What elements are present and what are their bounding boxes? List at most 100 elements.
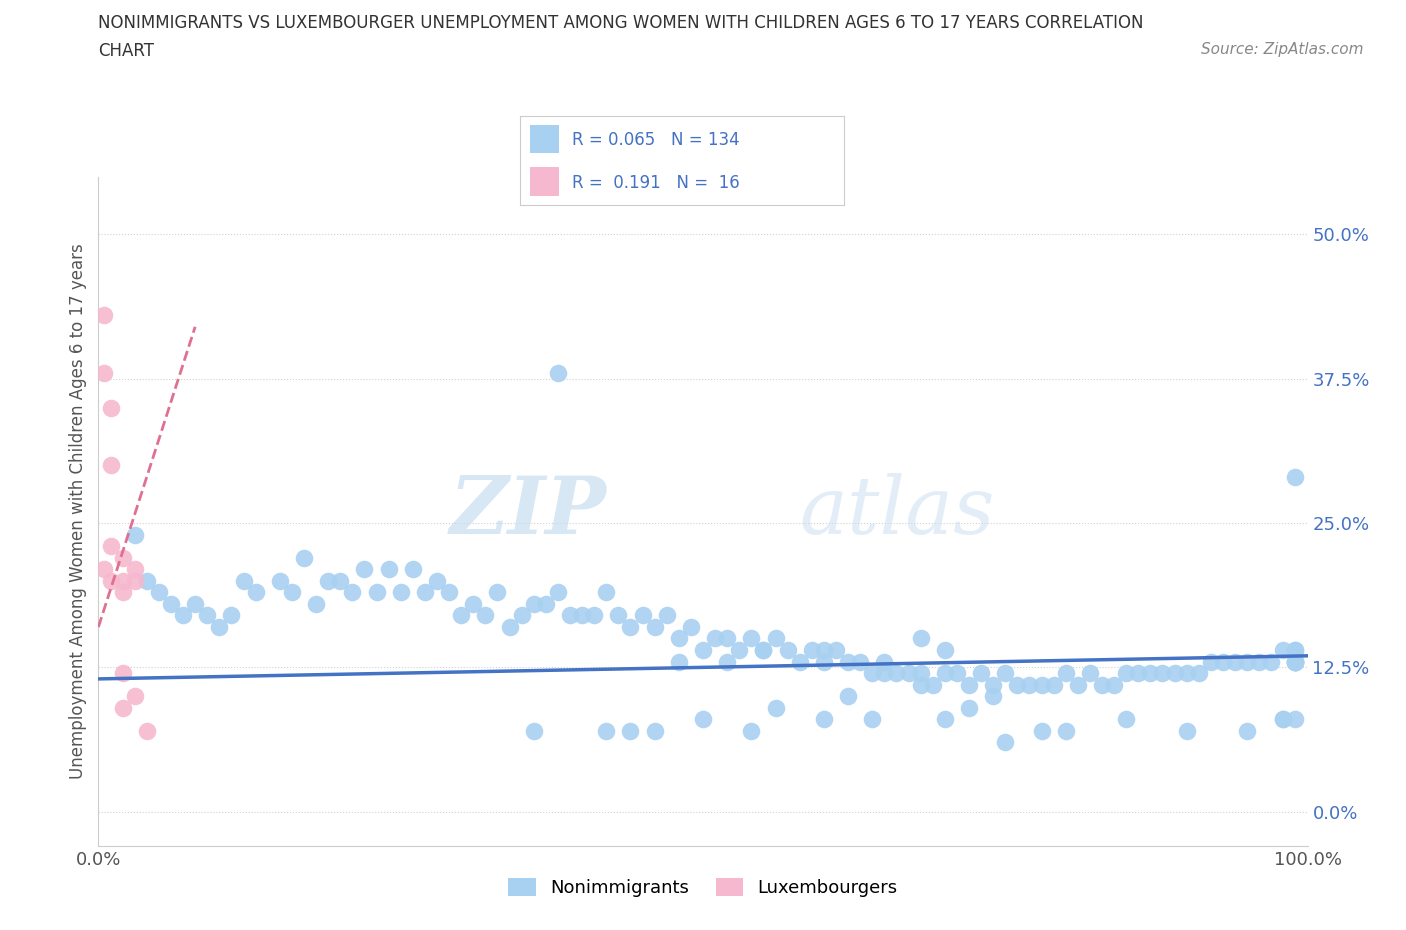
Point bbox=[692, 643, 714, 658]
Point bbox=[789, 654, 811, 669]
Point bbox=[1249, 654, 1271, 669]
Point bbox=[981, 689, 1004, 704]
Point bbox=[1272, 711, 1295, 726]
Point bbox=[1128, 666, 1150, 681]
Point bbox=[934, 711, 956, 726]
Point bbox=[353, 562, 375, 577]
Point bbox=[93, 562, 115, 577]
Point bbox=[921, 677, 943, 692]
Text: atlas: atlas bbox=[800, 472, 995, 551]
Point bbox=[1212, 654, 1234, 669]
Point bbox=[100, 458, 122, 472]
Point bbox=[1260, 654, 1282, 669]
Point bbox=[644, 619, 666, 634]
Point bbox=[1272, 643, 1295, 658]
Point bbox=[740, 724, 762, 738]
Point bbox=[1284, 654, 1306, 669]
Point bbox=[631, 608, 654, 623]
Point bbox=[316, 573, 339, 588]
Point bbox=[765, 700, 787, 715]
Point bbox=[366, 585, 388, 600]
Point bbox=[93, 308, 115, 323]
Point bbox=[463, 596, 485, 611]
Point bbox=[377, 562, 399, 577]
Point bbox=[1115, 666, 1137, 681]
Point bbox=[111, 551, 134, 565]
Point bbox=[111, 573, 134, 588]
Point bbox=[1175, 724, 1198, 738]
Point bbox=[813, 654, 835, 669]
Point bbox=[111, 666, 134, 681]
Point bbox=[957, 700, 980, 715]
Point bbox=[184, 596, 207, 611]
Point bbox=[752, 643, 775, 658]
Point bbox=[1236, 724, 1258, 738]
Point bbox=[619, 724, 641, 738]
Text: R = 0.065   N = 134: R = 0.065 N = 134 bbox=[572, 131, 740, 149]
Point bbox=[523, 724, 546, 738]
Point bbox=[1018, 677, 1040, 692]
Point bbox=[148, 585, 170, 600]
Point bbox=[860, 666, 883, 681]
Point bbox=[195, 608, 218, 623]
Point bbox=[389, 585, 412, 600]
Point bbox=[837, 654, 859, 669]
Point bbox=[135, 724, 157, 738]
Point bbox=[716, 631, 738, 646]
Point bbox=[910, 631, 932, 646]
Point bbox=[619, 619, 641, 634]
Legend: Nonimmigrants, Luxembourgers: Nonimmigrants, Luxembourgers bbox=[501, 871, 905, 904]
Point bbox=[1284, 654, 1306, 669]
Point bbox=[1223, 654, 1246, 669]
Text: CHART: CHART bbox=[98, 42, 155, 60]
Point bbox=[655, 608, 678, 623]
Point bbox=[124, 689, 146, 704]
Point bbox=[124, 527, 146, 542]
Point bbox=[486, 585, 509, 600]
Point bbox=[1199, 654, 1222, 669]
Point bbox=[934, 643, 956, 658]
Point bbox=[221, 608, 243, 623]
Point bbox=[124, 573, 146, 588]
Point bbox=[124, 562, 146, 577]
Point bbox=[1031, 677, 1053, 692]
Point bbox=[281, 585, 304, 600]
Point bbox=[1091, 677, 1114, 692]
Point bbox=[292, 551, 315, 565]
Point bbox=[800, 643, 823, 658]
Point bbox=[1284, 711, 1306, 726]
Point bbox=[873, 654, 896, 669]
Point bbox=[172, 608, 194, 623]
Point bbox=[1175, 666, 1198, 681]
Point bbox=[910, 666, 932, 681]
Point bbox=[342, 585, 364, 600]
Point bbox=[860, 711, 883, 726]
Point bbox=[1007, 677, 1029, 692]
Point bbox=[1102, 677, 1125, 692]
Point bbox=[595, 724, 617, 738]
Point bbox=[583, 608, 606, 623]
Point bbox=[946, 666, 969, 681]
Point bbox=[1042, 677, 1064, 692]
Point bbox=[269, 573, 291, 588]
Point bbox=[547, 585, 569, 600]
Point bbox=[1054, 724, 1077, 738]
Text: NONIMMIGRANTS VS LUXEMBOURGER UNEMPLOYMENT AMONG WOMEN WITH CHILDREN AGES 6 TO 1: NONIMMIGRANTS VS LUXEMBOURGER UNEMPLOYME… bbox=[98, 14, 1144, 32]
Point bbox=[1163, 666, 1185, 681]
Point bbox=[1067, 677, 1090, 692]
Point bbox=[716, 654, 738, 669]
Point bbox=[474, 608, 496, 623]
Point bbox=[111, 585, 134, 600]
Point bbox=[1284, 654, 1306, 669]
Point bbox=[607, 608, 630, 623]
Point bbox=[534, 596, 557, 611]
Point bbox=[849, 654, 872, 669]
Point bbox=[1139, 666, 1161, 681]
Point bbox=[1031, 724, 1053, 738]
Point bbox=[1284, 654, 1306, 669]
Point bbox=[886, 666, 908, 681]
Point bbox=[981, 677, 1004, 692]
Point bbox=[1284, 643, 1306, 658]
Point bbox=[752, 643, 775, 658]
Point bbox=[413, 585, 436, 600]
